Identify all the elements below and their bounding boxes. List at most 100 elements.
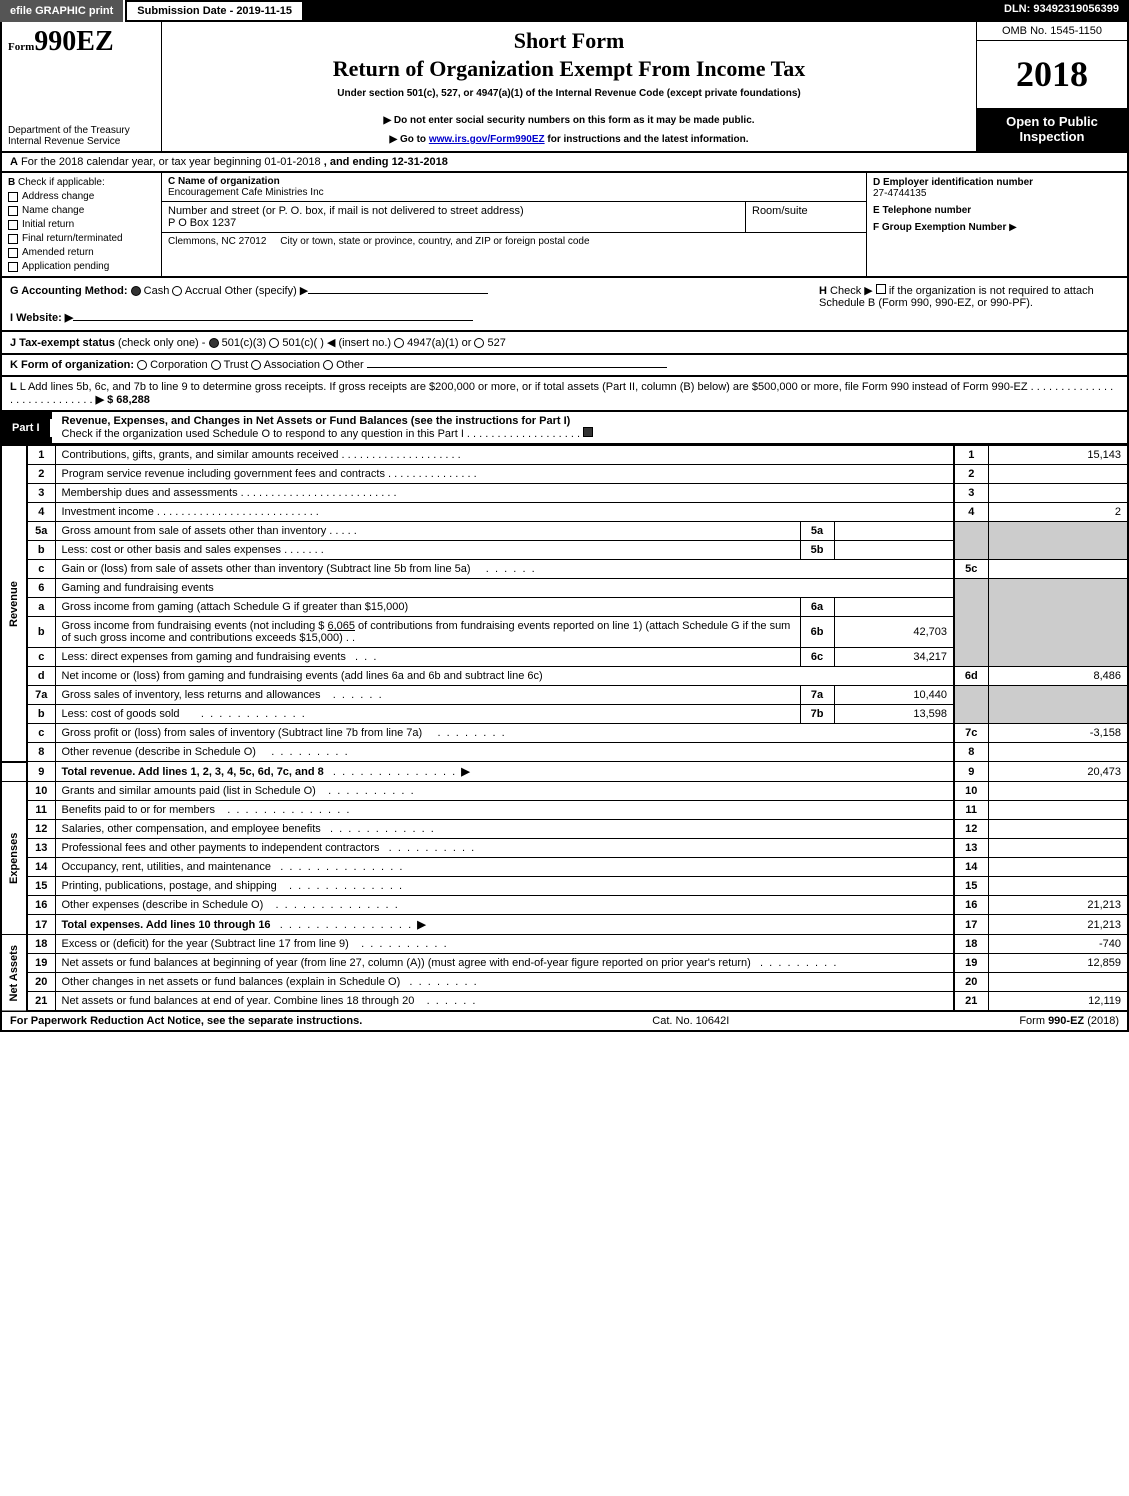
revenue-total-spacer <box>1 762 27 782</box>
k-label: K Form of organization: <box>10 359 134 371</box>
chk-amended-return[interactable]: Amended return <box>8 247 155 258</box>
j-label: J Tax-exempt status <box>10 337 115 349</box>
tax-year: 2018 <box>977 41 1127 108</box>
schedule-o-checkbox[interactable] <box>583 427 593 437</box>
goto-link[interactable]: www.irs.gov/Form990EZ <box>429 134 545 145</box>
line-14-amt <box>988 858 1128 877</box>
line-9-amt: 20,473 <box>988 762 1128 782</box>
radio-trust[interactable] <box>211 360 221 370</box>
section-d-e-f: D Employer identification number 27-4744… <box>867 173 1127 276</box>
line-17-amt: 21,213 <box>988 915 1128 935</box>
short-form-title: Short Form <box>172 28 966 54</box>
b-label: B <box>8 177 15 188</box>
line-6d-num: d <box>27 667 55 686</box>
line-6b-ref: 6b <box>800 617 834 648</box>
line-1-amt: 15,143 <box>988 446 1128 465</box>
part-1-table: Revenue 1 Contributions, gifts, grants, … <box>0 445 1129 1012</box>
line-7b-amt: 13,598 <box>834 705 954 724</box>
opt-other: Other <box>336 359 364 371</box>
line-16-desc: Other expenses (describe in Schedule O) <box>62 899 264 911</box>
line-7b-num: b <box>27 705 55 724</box>
chk-initial-label: Initial return <box>22 219 74 230</box>
line-7a-desc: Gross sales of inventory, less returns a… <box>62 689 321 701</box>
line-10-ref: 10 <box>954 782 988 801</box>
radio-501c3[interactable] <box>209 338 219 348</box>
line-18-ref: 18 <box>954 935 988 954</box>
section-b: B Check if applicable: Address change Na… <box>2 173 162 276</box>
dln: DLN: 93492319056399 <box>994 0 1129 22</box>
chk-address-change[interactable]: Address change <box>8 191 155 202</box>
radio-corporation[interactable] <box>137 360 147 370</box>
ein-value: 27-4744135 <box>873 188 1121 199</box>
chk-final-return[interactable]: Final return/terminated <box>8 233 155 244</box>
chk-name-change[interactable]: Name change <box>8 205 155 216</box>
goto-instructions: ▶ Go to www.irs.gov/Form990EZ for instru… <box>172 134 966 145</box>
radio-cash[interactable] <box>131 286 141 296</box>
website-input[interactable] <box>73 320 473 321</box>
other-org-input[interactable] <box>367 367 667 368</box>
radio-association[interactable] <box>251 360 261 370</box>
c-addr-label: Number and street (or P. O. box, if mail… <box>168 205 739 217</box>
radio-527[interactable] <box>474 338 484 348</box>
radio-other-org[interactable] <box>323 360 333 370</box>
line-1-ref: 1 <box>954 446 988 465</box>
chk-pending-label: Application pending <box>22 261 109 272</box>
row-g-h-i: G Accounting Method: Cash Accrual Other … <box>0 278 1129 332</box>
line-8-amt <box>988 743 1128 762</box>
footer-catno: Cat. No. 10642I <box>652 1015 729 1027</box>
l-text: L Add lines 5b, 6c, and 7b to line 9 to … <box>20 381 1028 393</box>
row-j-tax-exempt: J Tax-exempt status (check only one) - 5… <box>0 332 1129 355</box>
line-2-ref: 2 <box>954 465 988 484</box>
part-1-title-box: Revenue, Expenses, and Changes in Net As… <box>52 412 1127 443</box>
radio-501c[interactable] <box>269 338 279 348</box>
revenue-section-label: Revenue <box>1 446 27 762</box>
line-7c-desc: Gross profit or (loss) from sales of inv… <box>62 727 423 739</box>
line-11-num: 11 <box>27 801 55 820</box>
line-6d-ref: 6d <box>954 667 988 686</box>
other-specify-input[interactable] <box>308 293 488 294</box>
line-9-ref: 9 <box>954 762 988 782</box>
line-6b-num: b <box>27 617 55 648</box>
expenses-section-label: Expenses <box>1 782 27 935</box>
radio-4947[interactable] <box>394 338 404 348</box>
line-1-num: 1 <box>27 446 55 465</box>
line-21-num: 21 <box>27 992 55 1012</box>
line-16-amt: 21,213 <box>988 896 1128 915</box>
line-6a-desc: Gross income from gaming (attach Schedul… <box>62 601 409 613</box>
part-1-subtitle: Check if the organization used Schedule … <box>62 428 464 440</box>
line-19-desc: Net assets or fund balances at beginning… <box>62 957 751 969</box>
chk-application-pending[interactable]: Application pending <box>8 261 155 272</box>
line-7b-desc: Less: cost of goods sold <box>62 708 180 720</box>
efile-print-button[interactable]: efile GRAPHIC print <box>0 0 125 22</box>
line-15-num: 15 <box>27 877 55 896</box>
line-6b-desc1: Gross income from fundraising events (no… <box>62 620 328 632</box>
b-check-if: Check if applicable: <box>18 177 105 188</box>
page-footer: For Paperwork Reduction Act Notice, see … <box>0 1012 1129 1032</box>
row-a-text: For the 2018 calendar year, or tax year … <box>21 156 321 168</box>
line-18-num: 18 <box>27 935 55 954</box>
opt-assoc: Association <box>264 359 320 371</box>
line-5b-ref: 5b <box>800 541 834 560</box>
line-10-amt <box>988 782 1128 801</box>
line-5c-desc: Gain or (loss) from sale of assets other… <box>62 563 471 575</box>
line-6c-num: c <box>27 648 55 667</box>
chk-initial-return[interactable]: Initial return <box>8 219 155 230</box>
line-11-desc: Benefits paid to or for members <box>62 804 215 816</box>
line-19-num: 19 <box>27 954 55 973</box>
line-6c-ref: 6c <box>800 648 834 667</box>
line-6b-val: 6,065 <box>327 620 355 632</box>
open-to-public: Open to Public Inspection <box>977 108 1127 151</box>
line-21-desc: Net assets or fund balances at end of ye… <box>62 995 415 1007</box>
line-10-num: 10 <box>27 782 55 801</box>
room-suite-label: Room/suite <box>752 205 860 217</box>
shade-6 <box>954 579 988 667</box>
line-7b-ref: 7b <box>800 705 834 724</box>
line-18-desc: Excess or (deficit) for the year (Subtra… <box>62 938 349 950</box>
submission-date: Submission Date - 2019-11-15 <box>125 0 304 22</box>
line-10-desc: Grants and similar amounts paid (list in… <box>62 785 316 797</box>
section-b-to-h: B Check if applicable: Address change Na… <box>0 173 1129 278</box>
l-amount: ▶ $ 68,288 <box>96 394 150 406</box>
h-checkbox[interactable] <box>876 284 886 294</box>
radio-accrual[interactable] <box>172 286 182 296</box>
line-13-ref: 13 <box>954 839 988 858</box>
